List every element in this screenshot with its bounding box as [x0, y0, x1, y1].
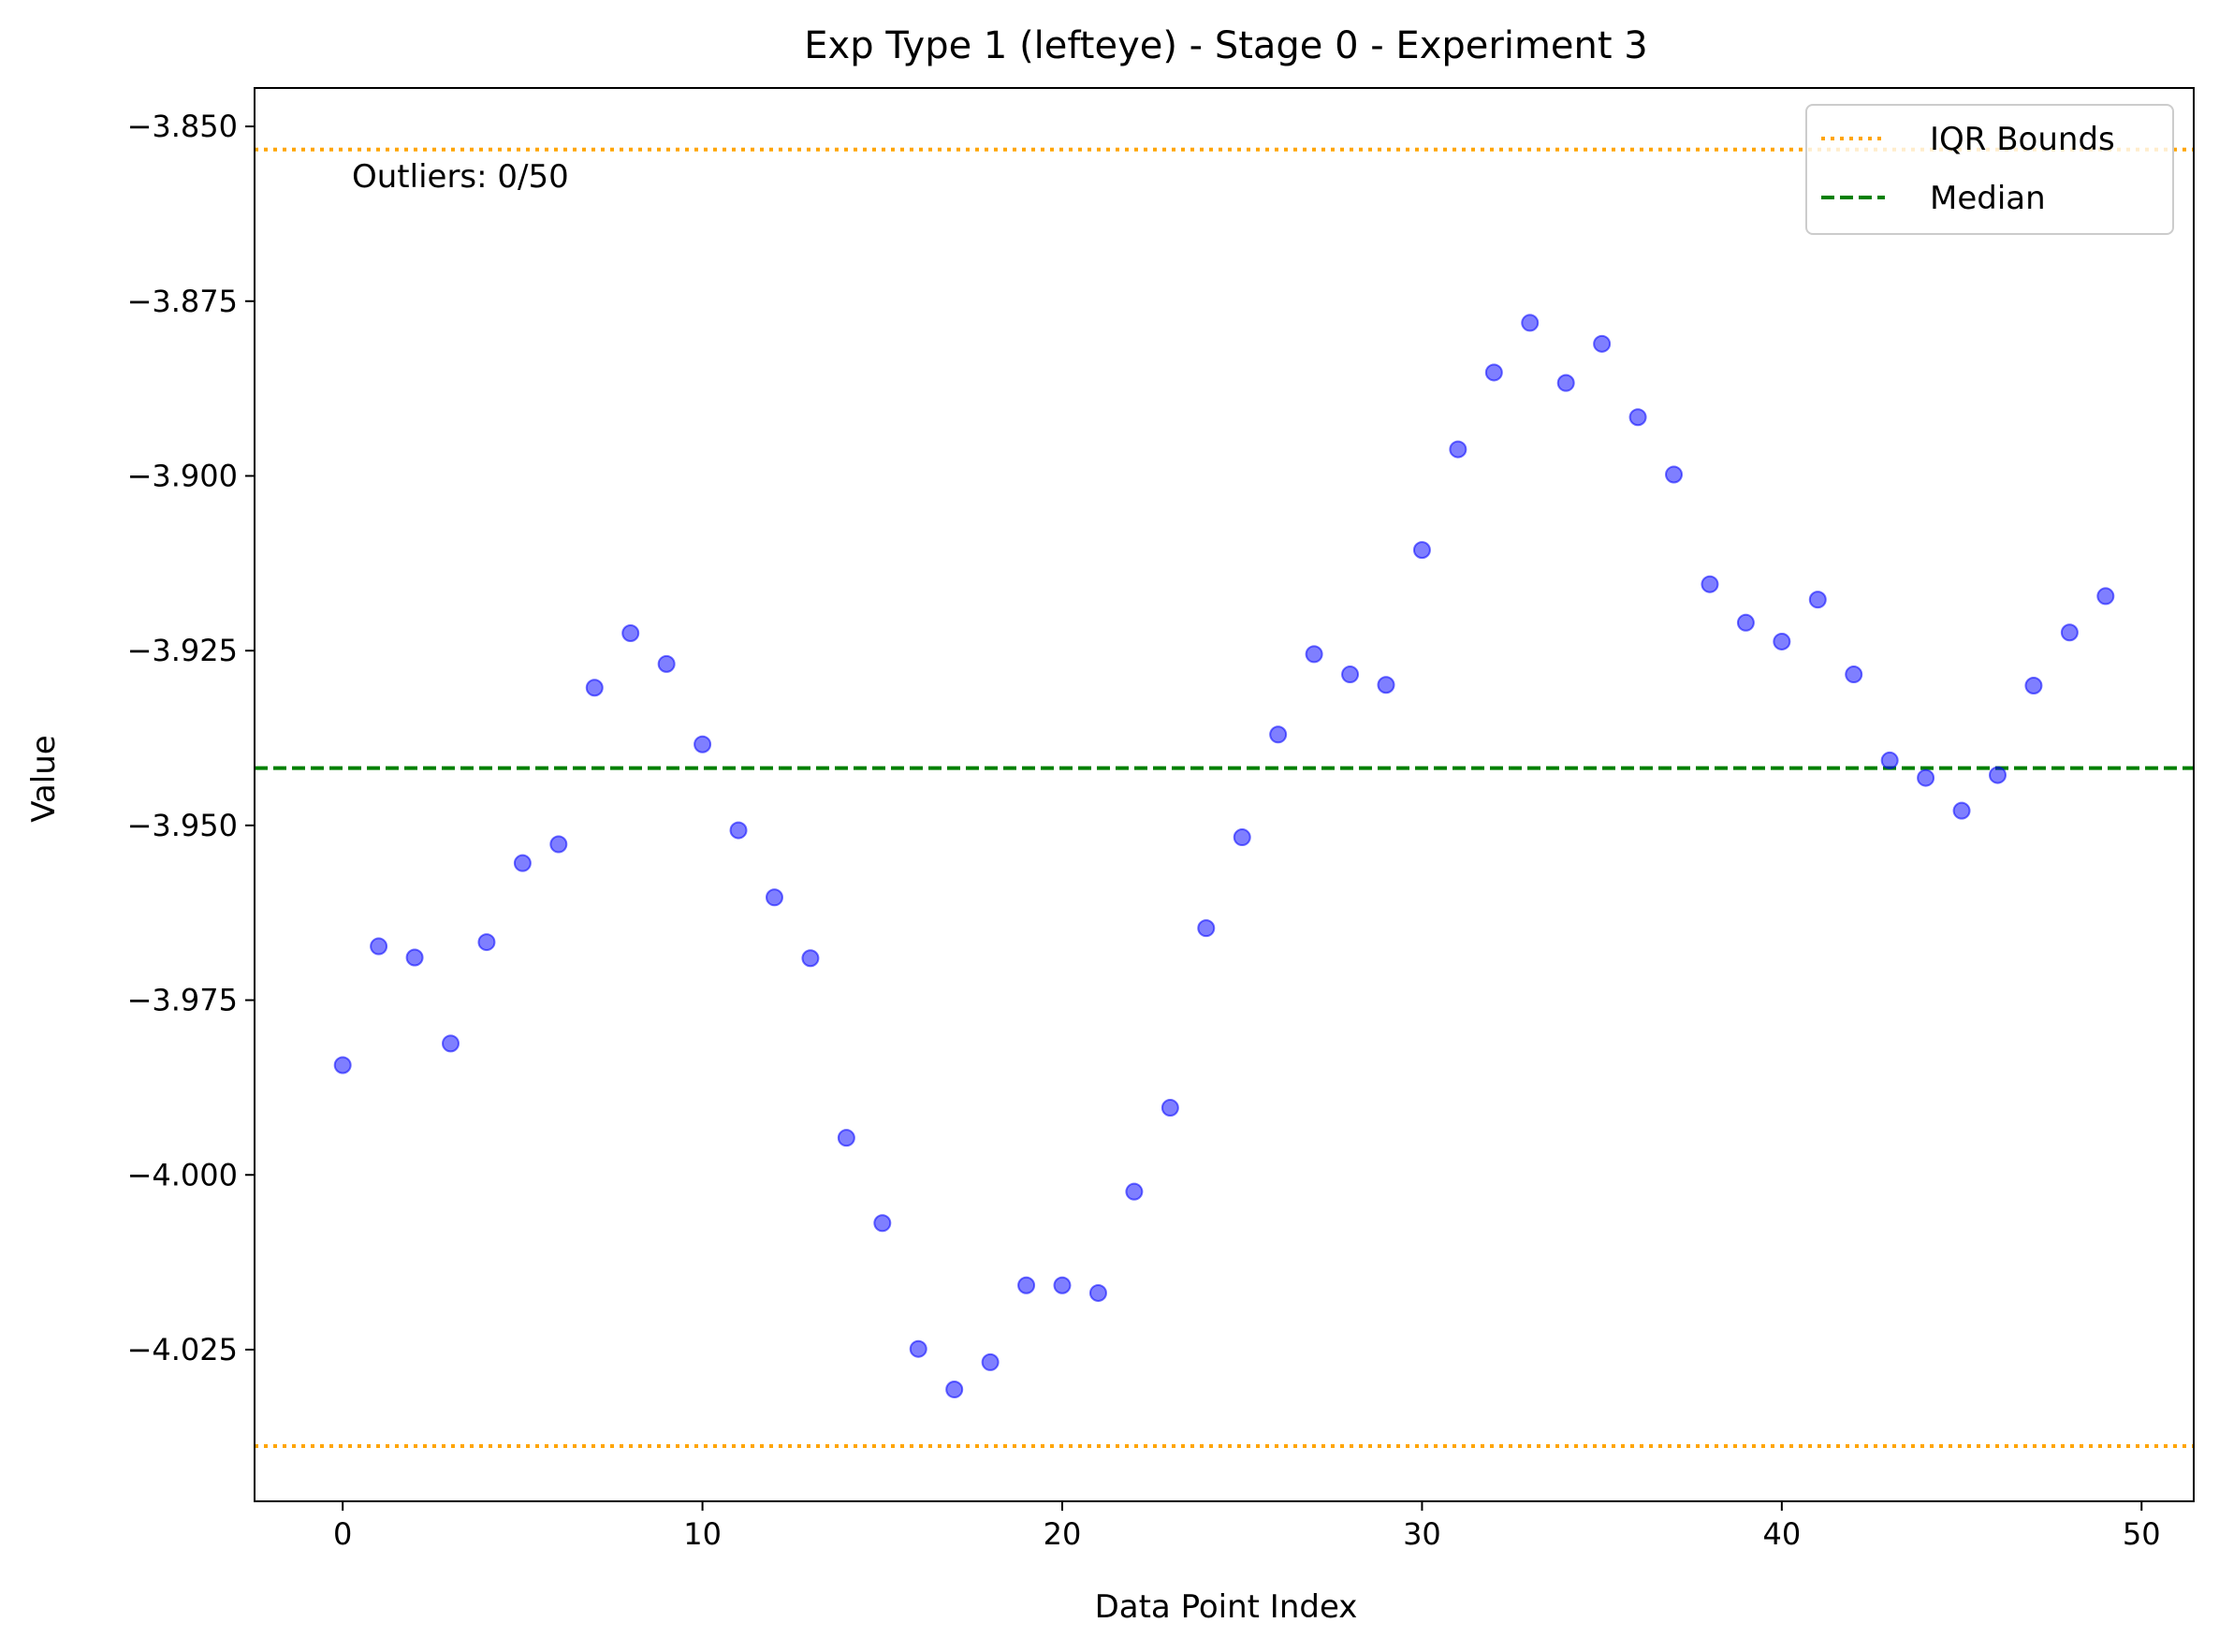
data-point	[1269, 725, 1288, 744]
data-point	[1521, 314, 1540, 332]
y-tick-label: −4.000	[127, 1157, 238, 1192]
data-point	[1593, 334, 1612, 353]
data-point	[1341, 665, 1360, 684]
data-point	[1125, 1182, 1144, 1201]
data-point	[1665, 465, 1684, 484]
x-tick-label: 20	[1044, 1516, 1082, 1552]
data-point	[1736, 613, 1755, 632]
y-tick-label: −3.975	[127, 983, 238, 1018]
x-tick-label: 50	[2123, 1516, 2161, 1552]
data-point	[1053, 1276, 1072, 1294]
legend-iqr-label: IQR Bounds	[1930, 121, 2115, 158]
data-point	[1088, 1283, 1107, 1302]
data-point	[873, 1214, 892, 1233]
y-tick-label: −3.875	[127, 284, 238, 319]
data-point	[1773, 632, 1791, 651]
axes-frame	[254, 87, 2195, 1502]
data-point	[585, 679, 604, 697]
data-point	[1628, 408, 1647, 427]
data-point	[549, 835, 568, 854]
data-point	[837, 1129, 855, 1148]
data-point	[1377, 676, 1395, 694]
data-point	[405, 948, 424, 967]
data-point	[1952, 801, 1971, 820]
x-axis-label: Data Point Index	[1095, 1588, 1358, 1626]
data-point	[1412, 541, 1431, 560]
y-tick-label: −3.850	[127, 109, 238, 144]
data-point	[1988, 766, 2007, 784]
legend-median-label: Median	[1930, 180, 2046, 217]
data-point	[1917, 768, 1935, 787]
data-point	[1161, 1099, 1179, 1118]
y-tick-label: −3.925	[127, 633, 238, 668]
data-point	[1233, 828, 1251, 847]
data-point	[729, 821, 748, 840]
data-point	[1808, 591, 1827, 609]
data-point	[1484, 363, 1503, 382]
data-point	[657, 654, 676, 673]
x-tick-label: 30	[1403, 1516, 1441, 1552]
data-point	[2024, 677, 2043, 695]
outliers-annotation: Outliers: 0/50	[352, 158, 569, 196]
data-point	[513, 854, 532, 872]
data-point	[693, 735, 712, 753]
data-point	[1556, 373, 1575, 392]
data-point	[1449, 440, 1467, 459]
data-point	[801, 949, 820, 968]
data-point	[1845, 665, 1863, 684]
data-point	[945, 1381, 964, 1399]
data-point	[477, 933, 496, 952]
x-tick-label: 40	[1762, 1516, 1801, 1552]
data-point	[1880, 751, 1899, 769]
data-point	[981, 1352, 1000, 1371]
y-tick-label: −4.025	[127, 1332, 238, 1367]
data-point	[1701, 575, 1719, 593]
y-tick-label: −3.950	[127, 808, 238, 843]
plot-area: 0 10 20 30 40 50 −3.850 −3.875 −3.900 −3.925 −3.95…	[127, 87, 2195, 1552]
data-point	[621, 623, 640, 642]
y-tick-label: −3.900	[127, 458, 238, 493]
data-point	[1017, 1276, 1036, 1294]
data-point	[333, 1056, 352, 1075]
data-point	[2060, 623, 2079, 642]
data-point	[1305, 645, 1323, 664]
data-point	[442, 1034, 460, 1053]
y-axis-label: Value	[25, 735, 63, 822]
data-point	[765, 888, 783, 907]
data-point	[2096, 587, 2115, 606]
data-point	[1197, 919, 1216, 938]
data-point	[909, 1339, 927, 1358]
chart-title: Exp Type 1 (lefteye) - Stage 0 - Experim…	[804, 24, 1647, 67]
data-point	[370, 937, 388, 956]
x-tick-label: 10	[683, 1516, 722, 1552]
legend-box	[1805, 104, 2174, 235]
legend: IQR Bounds Median	[1805, 104, 2174, 235]
x-tick-label: 0	[333, 1516, 352, 1552]
